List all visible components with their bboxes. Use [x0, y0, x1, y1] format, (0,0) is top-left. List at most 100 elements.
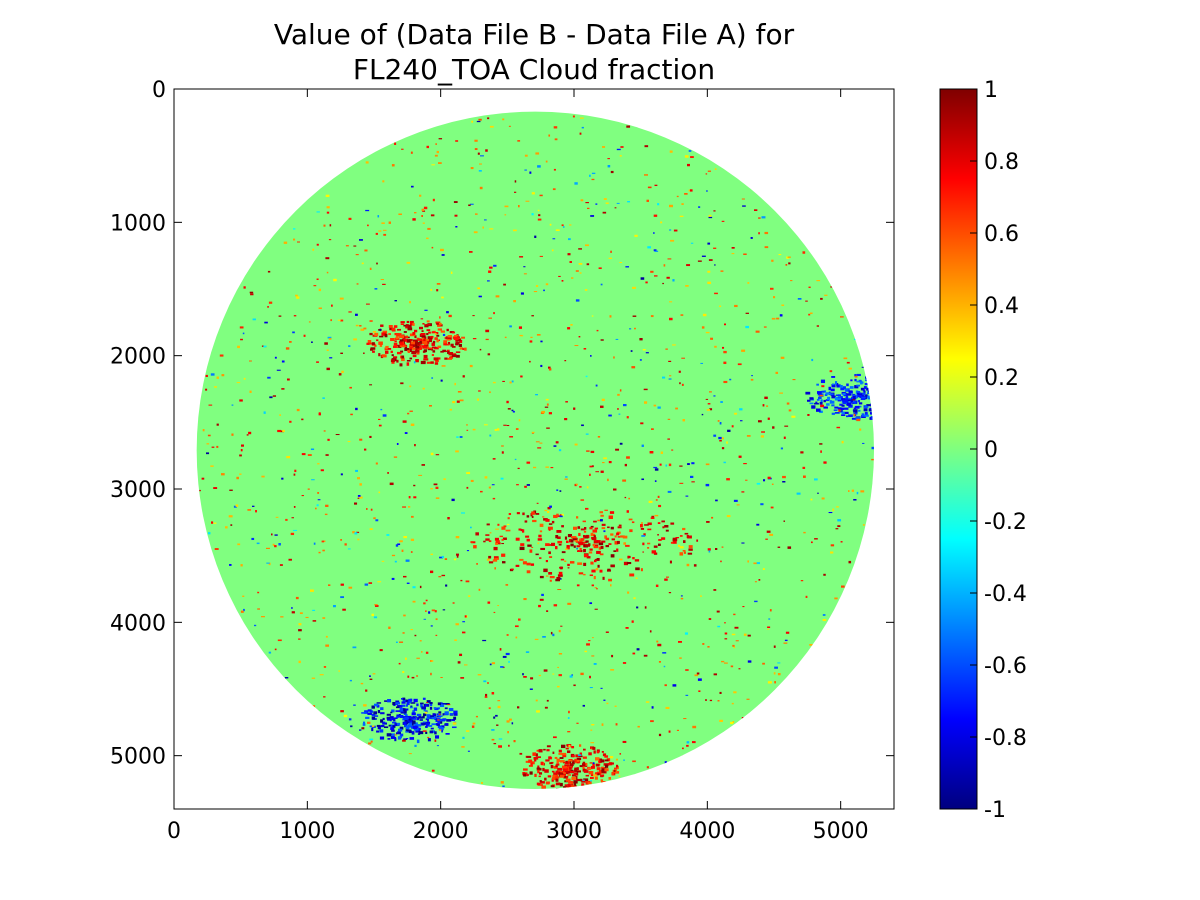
- difference-speckle: [605, 631, 609, 633]
- difference-speckle: [580, 199, 584, 202]
- difference-speckle: [834, 597, 838, 600]
- difference-speckle: [579, 744, 582, 747]
- difference-speckle: [809, 644, 813, 646]
- difference-speckle: [589, 174, 591, 177]
- difference-speckle: [537, 447, 542, 449]
- difference-speckle: [884, 390, 887, 392]
- difference-speckle: [503, 424, 507, 426]
- difference-speckle: [669, 560, 672, 564]
- difference-speckle: [216, 445, 219, 448]
- difference-speckle: [792, 379, 796, 381]
- difference-speckle: [523, 676, 527, 678]
- difference-speckle: [353, 338, 357, 341]
- difference-speckle: [413, 722, 418, 726]
- difference-speckle: [388, 333, 391, 336]
- difference-speckle: [590, 215, 595, 217]
- difference-speckle: [372, 331, 376, 333]
- difference-speckle: [406, 725, 410, 730]
- difference-speckle: [557, 536, 561, 540]
- difference-speckle: [546, 610, 549, 612]
- difference-speckle: [552, 776, 558, 781]
- difference-speckle: [340, 710, 344, 713]
- difference-speckle: [348, 345, 351, 348]
- difference-speckle: [482, 226, 484, 229]
- difference-speckle: [551, 770, 555, 773]
- difference-speckle: [678, 370, 681, 373]
- difference-speckle: [558, 275, 561, 277]
- difference-speckle: [414, 212, 417, 214]
- difference-speckle: [522, 561, 527, 565]
- difference-speckle: [714, 168, 717, 170]
- difference-speckle: [387, 718, 391, 721]
- difference-speckle: [766, 530, 771, 533]
- difference-speckle: [576, 516, 579, 519]
- difference-speckle: [295, 294, 298, 297]
- difference-speckle: [557, 574, 563, 577]
- difference-speckle: [422, 715, 425, 719]
- difference-speckle: [535, 553, 539, 556]
- difference-speckle: [865, 376, 868, 379]
- difference-speckle: [432, 198, 435, 202]
- difference-speckle: [394, 560, 397, 563]
- difference-speckle: [577, 754, 582, 757]
- difference-speckle: [385, 345, 389, 350]
- difference-speckle: [642, 542, 645, 546]
- difference-speckle: [399, 705, 403, 708]
- difference-speckle: [644, 524, 649, 526]
- difference-speckle: [268, 562, 271, 566]
- y-tick-label: 3000: [110, 478, 166, 503]
- difference-speckle: [669, 317, 673, 321]
- difference-speckle: [199, 489, 201, 492]
- difference-speckle: [399, 641, 404, 643]
- difference-speckle: [754, 209, 758, 212]
- difference-speckle: [738, 455, 742, 458]
- difference-speckle: [603, 530, 606, 533]
- difference-speckle: [548, 756, 552, 760]
- difference-speckle: [840, 387, 845, 391]
- difference-speckle: [607, 165, 611, 168]
- difference-speckle: [550, 467, 554, 469]
- difference-speckle: [784, 425, 789, 427]
- difference-speckle: [581, 126, 584, 129]
- difference-speckle: [407, 412, 410, 415]
- difference-speckle: [680, 314, 684, 316]
- difference-speckle: [421, 330, 424, 333]
- difference-speckle: [256, 542, 260, 545]
- difference-speckle: [514, 458, 517, 461]
- difference-speckle: [408, 506, 411, 508]
- difference-speckle: [586, 450, 590, 452]
- difference-speckle: [401, 357, 405, 362]
- difference-speckle: [565, 768, 569, 772]
- difference-speckle: [872, 416, 874, 419]
- difference-speckle: [682, 550, 686, 552]
- difference-speckle: [686, 741, 690, 744]
- difference-speckle: [566, 546, 570, 550]
- difference-speckle: [389, 482, 394, 486]
- difference-speckle: [437, 720, 441, 724]
- difference-speckle: [805, 391, 811, 395]
- x-tick-label: 0: [167, 819, 181, 844]
- difference-speckle: [412, 354, 417, 358]
- difference-speckle: [773, 645, 776, 648]
- difference-speckle: [705, 398, 709, 400]
- difference-speckle: [572, 115, 575, 118]
- difference-speckle: [310, 448, 315, 451]
- difference-speckle: [838, 409, 841, 412]
- difference-speckle: [557, 767, 563, 771]
- difference-speckle: [400, 382, 404, 385]
- difference-speckle: [363, 352, 365, 355]
- difference-speckle: [537, 542, 540, 545]
- difference-speckle: [364, 249, 368, 252]
- difference-speckle: [459, 653, 463, 657]
- difference-speckle: [518, 205, 520, 208]
- difference-speckle: [532, 752, 537, 756]
- difference-speckle: [333, 605, 336, 608]
- difference-speckle: [610, 669, 615, 671]
- difference-speckle: [409, 320, 414, 324]
- difference-speckle: [385, 350, 389, 354]
- difference-speckle: [312, 705, 316, 708]
- difference-speckle: [416, 713, 422, 717]
- difference-speckle: [547, 526, 553, 530]
- difference-speckle: [436, 339, 439, 343]
- difference-speckle: [830, 286, 834, 288]
